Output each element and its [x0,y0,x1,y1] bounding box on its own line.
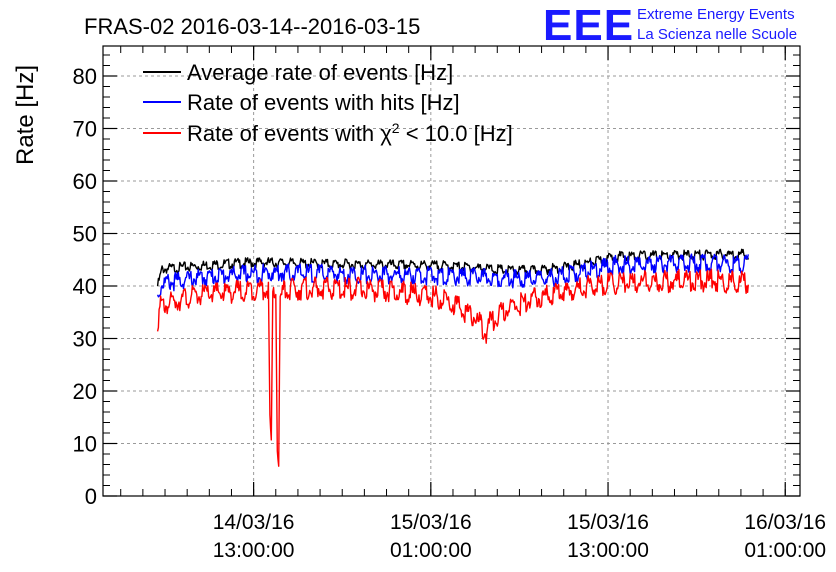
grid-lines [103,46,800,496]
y-tick-label: 70 [73,117,97,142]
y-axis-label: Rate [Hz] [12,65,39,165]
chart-title: FRAS-02 2016-03-14--2016-03-15 [84,14,420,39]
x-tick-label-time: 01:00:00 [390,539,472,562]
legend: Average rate of events [Hz] Rate of even… [143,60,513,146]
y-tick-label: 30 [73,327,97,352]
logo-line2: La Scienza nelle Scuole [637,26,797,43]
y-tick-label: 40 [73,274,97,299]
x-tick-label-date: 15/03/16 [390,511,472,534]
y-tick-label: 0 [85,484,97,509]
y-tick-label: 20 [73,379,97,404]
legend-label-average: Average rate of events [Hz] [187,60,453,85]
series-line-1 [156,253,749,298]
x-tick-label-date: 15/03/16 [567,511,649,534]
x-tick-label-time: 01:00:00 [744,539,826,562]
plot-frame [102,45,801,497]
x-tick-label-time: 13:00:00 [213,539,295,562]
legend-label-chi2: Rate of events with χ2 < 10.0 [Hz] [187,120,513,146]
series-line-2 [156,268,749,467]
y-tick-label: 80 [73,64,97,89]
y-tick-label: 50 [73,222,97,247]
eee-logo-letters: EEE [543,1,634,50]
y-tick-label: 10 [73,432,97,457]
x-tick-label-time: 13:00:00 [567,539,649,562]
series-layer [156,248,749,467]
logo-line1: Extreme Energy Events [637,6,795,23]
axes: 0 10 20 30 40 50 60 70 80 14/03/16 13:00:00 15/03/1… [73,46,826,562]
y-tick-label: 60 [73,169,97,194]
x-tick-label-date: 16/03/16 [744,511,826,534]
x-tick-label-date: 14/03/16 [213,511,295,534]
eee-logo: EEE Extreme Energy Events La Scienza nel… [543,1,797,50]
legend-label-hits: Rate of events with hits [Hz] [187,90,460,115]
